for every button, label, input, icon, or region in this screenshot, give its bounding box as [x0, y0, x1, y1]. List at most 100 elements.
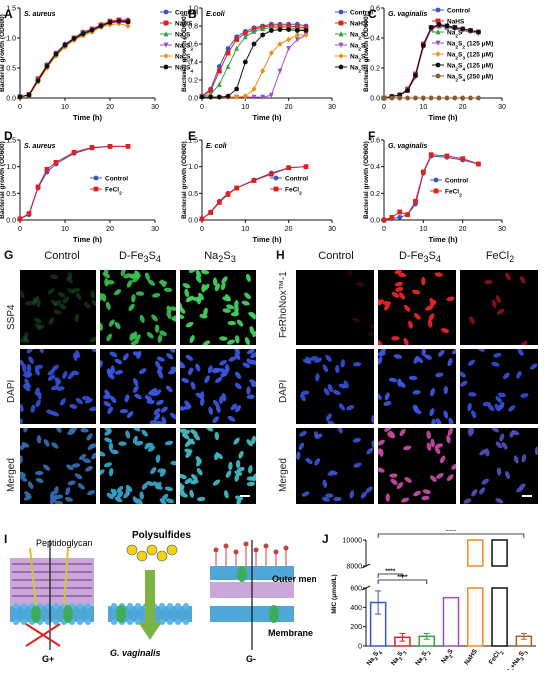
y-axis-label: MIC (μmol/L)	[331, 574, 338, 613]
cell	[188, 270, 197, 274]
data-point	[116, 19, 122, 25]
x-tick-label: Na2S2	[414, 648, 432, 668]
data-point	[26, 92, 32, 99]
cell	[155, 454, 161, 463]
data-point	[436, 22, 442, 27]
cell	[447, 358, 453, 367]
data-point	[260, 68, 266, 74]
cell	[64, 496, 73, 502]
cell	[482, 401, 491, 407]
cell	[86, 433, 93, 441]
cell	[520, 276, 526, 284]
h-col-control: Control	[318, 250, 354, 262]
cell	[59, 398, 66, 406]
data-point	[35, 78, 41, 83]
y-tick-label: 1.5	[6, 138, 16, 145]
cell	[199, 313, 208, 319]
cell	[497, 392, 507, 398]
cell	[110, 395, 117, 404]
cell	[123, 273, 132, 279]
data-point	[89, 27, 95, 34]
data-point	[26, 212, 32, 218]
data-point	[420, 170, 426, 176]
data-point	[208, 209, 214, 215]
cell	[111, 488, 117, 498]
data-point	[303, 164, 309, 170]
data-point	[199, 94, 205, 100]
cell	[82, 458, 91, 463]
data-point	[435, 7, 441, 13]
data-point	[242, 94, 248, 100]
y-axis-label: Bacterial growth (OD600)	[363, 141, 370, 219]
cell	[228, 461, 233, 471]
legend-label: NaHS	[175, 21, 193, 28]
data-point	[428, 25, 434, 30]
cell	[43, 464, 51, 471]
cell	[234, 352, 241, 360]
data-point	[428, 25, 434, 30]
data-point	[260, 23, 266, 29]
cell	[180, 361, 186, 369]
cell	[228, 356, 237, 362]
data-point	[208, 94, 214, 100]
cell	[20, 290, 25, 299]
cell	[165, 498, 174, 504]
cell	[23, 428, 29, 433]
cell	[106, 368, 112, 377]
cell	[305, 356, 312, 365]
data-point	[389, 216, 395, 222]
data-point	[268, 170, 274, 176]
cell	[250, 352, 256, 359]
cell	[159, 498, 167, 504]
legend-label: Na2S4 (125 μM)	[447, 63, 493, 73]
data-point	[260, 24, 266, 30]
cell	[424, 354, 433, 360]
g-col-dfe3s4: D-Fe3S4	[119, 250, 161, 265]
data-point	[98, 22, 104, 28]
cell	[57, 292, 66, 298]
cell	[138, 368, 147, 375]
data-point	[420, 43, 426, 48]
series-line	[383, 25, 479, 99]
data-point	[208, 91, 214, 97]
cell	[242, 362, 251, 368]
cell	[66, 464, 74, 471]
cell	[154, 324, 160, 333]
legend-label: NaHS	[447, 19, 465, 26]
g-tile-ssp4-na2s3	[180, 270, 256, 345]
data-point	[397, 95, 403, 101]
cell	[495, 396, 503, 403]
cell	[298, 442, 305, 451]
cell	[139, 491, 144, 500]
data-point	[208, 94, 214, 100]
data-point	[413, 201, 418, 207]
h-row-dapi: DAPI	[278, 379, 289, 403]
h-tile-dapi-fecl2	[460, 349, 538, 424]
cell	[133, 378, 139, 387]
g-tile-dapi-dfe3s4	[100, 349, 176, 424]
cell	[235, 405, 242, 413]
cell	[157, 334, 163, 343]
data-point	[234, 45, 240, 51]
data-point	[44, 65, 50, 71]
data-point	[234, 86, 240, 92]
cell	[422, 489, 431, 495]
data-point	[89, 26, 95, 32]
cell	[195, 456, 202, 464]
data-point	[251, 41, 257, 47]
y-tick-label: 1.5	[6, 6, 16, 13]
significance-bracket	[377, 579, 428, 584]
cell	[397, 272, 407, 278]
data-point	[199, 216, 205, 222]
cell	[55, 428, 62, 433]
data-point	[468, 28, 473, 33]
cell	[499, 433, 505, 442]
cell	[487, 404, 495, 412]
chart-a: A 0 10 20 30 0.0 0.5 1.0 1.5 Time (h) Bacterial gr…	[0, 6, 198, 123]
data-point	[268, 171, 274, 177]
cell	[451, 349, 456, 355]
y-tick-label: 0.5	[6, 66, 16, 73]
cell	[497, 308, 505, 315]
cell	[34, 317, 42, 324]
series-line	[19, 19, 128, 98]
